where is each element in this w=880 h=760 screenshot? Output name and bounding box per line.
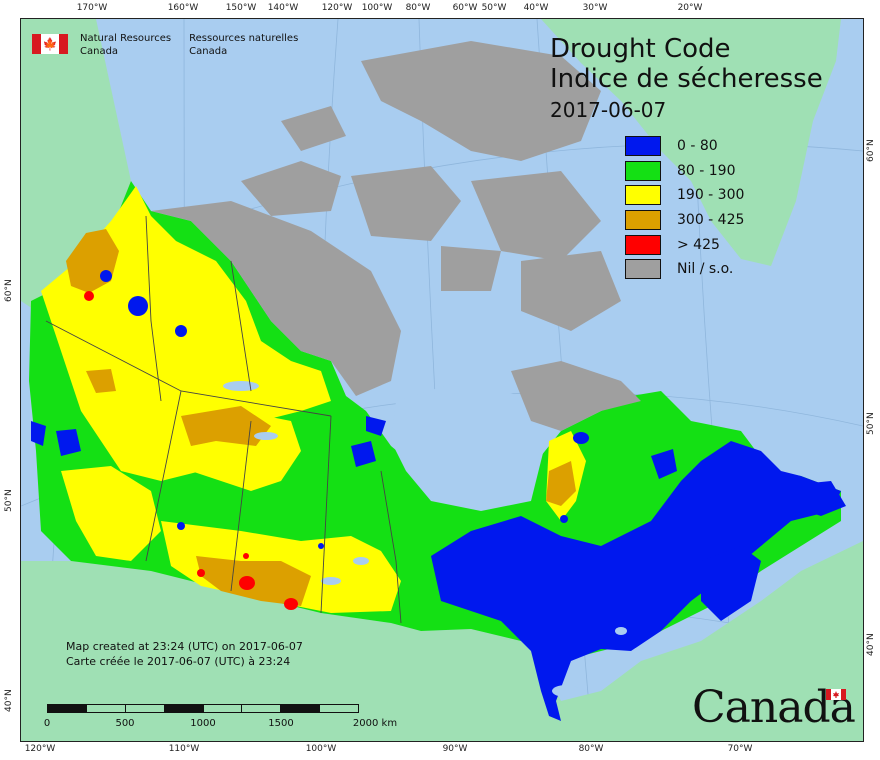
credit-en: Map created at 23:24 (UTC) on 2017-06-07: [66, 640, 303, 653]
scale-label: 2000 km: [352, 718, 398, 729]
map-title-block: Drought Code Indice de sécheresse 2017-0…: [550, 34, 823, 124]
graticule-label-top: 50°W: [481, 3, 507, 13]
credit-fr: Carte créée le 2017-06-07 (UTC) à 23:24: [66, 655, 291, 668]
scale-label: 1500: [268, 718, 294, 729]
graticule-label-top: 120°W: [321, 3, 353, 13]
nunavut-nil: [151, 201, 401, 396]
graticule-label-bottom: 100°W: [305, 744, 337, 754]
graticule-label-top: 140°W: [267, 3, 299, 13]
graticule-label-top: 160°W: [167, 3, 199, 13]
legend-label: > 425: [677, 236, 720, 253]
dept-name-fr: Ressources naturelles Canada: [189, 33, 299, 57]
quebec-north-nil: [511, 361, 641, 431]
arctic-islands: [241, 41, 621, 331]
scale-bar: [47, 704, 359, 713]
graticule-label-bottom: 110°W: [168, 744, 200, 754]
graticule-label-right: 60°N: [866, 139, 876, 162]
scale-label: 0: [43, 718, 51, 729]
graticule-label-top: 20°W: [677, 3, 703, 13]
graticule-label-bottom: 70°W: [727, 744, 753, 754]
graticule-label-left: 40°N: [4, 689, 14, 712]
legend-item: 190 - 300: [625, 183, 744, 208]
legend-item: > 425: [625, 232, 744, 257]
legend-label: 300 - 425: [677, 212, 745, 229]
legend-item: Nil / s.o.: [625, 257, 744, 282]
legend-label: 190 - 300: [677, 187, 745, 204]
canada-flag-icon: 🍁: [32, 34, 68, 54]
legend-label: 0 - 80: [677, 138, 718, 155]
map-title-en: Drought Code: [550, 34, 731, 64]
legend-item: 300 - 425: [625, 208, 744, 233]
legend-swatch: [625, 160, 661, 181]
dc-red-areas: [84, 291, 298, 610]
graticule-label-top: 100°W: [361, 3, 393, 13]
graticule-label-top: 80°W: [405, 3, 431, 13]
provincial-boundaries: [45, 215, 402, 624]
legend-swatch: [625, 259, 661, 280]
graticule-label-bottom: 80°W: [578, 744, 604, 754]
graticule-label-bottom: 90°W: [442, 744, 468, 754]
wordmark-flag-icon: [826, 689, 846, 700]
map-date: 2017-06-07: [550, 98, 667, 122]
map-frame[interactable]: [20, 18, 864, 742]
legend: 0 - 80 80 - 190 190 - 300 300 - 425 > 42…: [625, 134, 744, 282]
usa-landmass: [21, 541, 863, 741]
legend-swatch: [625, 234, 661, 255]
legend-swatch: [625, 136, 661, 157]
legend-label: 80 - 190: [677, 162, 736, 179]
graticule-label-bottom: 120°W: [24, 744, 56, 754]
graticule-label-left: 60°N: [4, 279, 14, 302]
drought-map[interactable]: [21, 19, 863, 741]
map-credit: Map created at 23:24 (UTC) on 2017-06-07…: [66, 639, 303, 669]
graticule-label-left: 50°N: [4, 489, 14, 512]
graticule-label-top: 60°W: [452, 3, 478, 13]
graticule-label-top: 40°W: [523, 3, 549, 13]
nrcan-signature: 🍁 Natural Resources Canada Ressources na…: [32, 32, 316, 58]
graticule-label-top: 30°W: [582, 3, 608, 13]
graticule-label-top: 170°W: [76, 3, 108, 13]
dc-blue-areas: [31, 270, 846, 721]
graticule-label-right: 50°N: [866, 412, 876, 435]
legend-item: 0 - 80: [625, 134, 744, 159]
graticule-label-top: 150°W: [225, 3, 257, 13]
scale-label: 500: [115, 718, 135, 729]
graticule-label-right: 40°N: [866, 633, 876, 656]
greenland-landmass: [541, 19, 841, 266]
hudson-bay: [391, 381, 546, 511]
legend-item: 80 - 190: [625, 159, 744, 184]
legend-swatch: [625, 210, 661, 231]
scale-label: 1000: [190, 718, 216, 729]
legend-label: Nil / s.o.: [677, 261, 734, 278]
legend-swatch: [625, 185, 661, 206]
dept-name-en: Natural Resources Canada: [80, 33, 172, 57]
map-title-fr: Indice de sécheresse: [550, 64, 823, 94]
